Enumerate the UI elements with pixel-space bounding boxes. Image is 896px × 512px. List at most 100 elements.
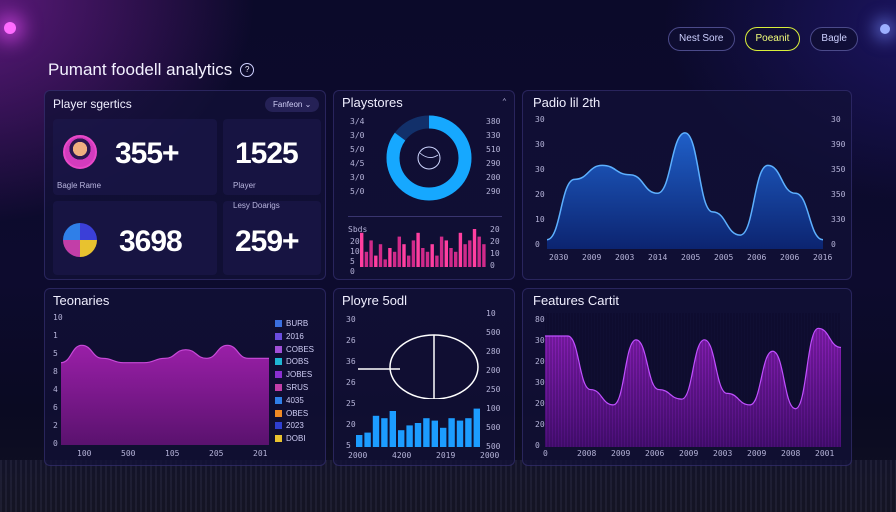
y-tick: 3/0 bbox=[350, 131, 365, 140]
y-tick: 10 bbox=[535, 215, 545, 224]
bar bbox=[456, 420, 464, 447]
y-tick: 30 bbox=[535, 336, 545, 345]
y-tick: 20 bbox=[535, 420, 545, 429]
legend-swatch bbox=[275, 422, 282, 430]
y-tick: 20 bbox=[535, 190, 545, 199]
y-tick: 30 bbox=[535, 115, 545, 124]
help-icon[interactable]: ? bbox=[240, 63, 255, 77]
stat-caption: Player bbox=[233, 181, 256, 190]
y-tick: 2 bbox=[53, 421, 58, 430]
y-tick: 20 bbox=[490, 237, 500, 246]
area-chart bbox=[547, 132, 823, 249]
bar bbox=[472, 229, 477, 267]
legend-item[interactable]: 2023 bbox=[275, 421, 304, 430]
nav-button-poeanit[interactable]: Poeanit bbox=[744, 27, 801, 51]
bar bbox=[398, 430, 405, 447]
filter-dropdown[interactable]: Fanfeon ⌄ bbox=[265, 97, 320, 112]
y-tick: 5 bbox=[346, 441, 351, 450]
stat-card[interactable]: 3698 bbox=[53, 201, 217, 275]
x-tick: 2006 bbox=[645, 449, 665, 458]
panel-title: Features Cartit bbox=[533, 293, 619, 308]
panel-divider bbox=[348, 216, 502, 217]
legend-item[interactable]: DOBI bbox=[275, 434, 306, 443]
y-tick: 10 bbox=[350, 247, 360, 256]
legend-swatch bbox=[275, 396, 282, 404]
stat-value: 1525 bbox=[235, 137, 299, 170]
y-tick: 10 bbox=[53, 313, 63, 322]
nav-button-nest-sore[interactable]: Nest Sore bbox=[668, 27, 735, 51]
legend-label: COBES bbox=[286, 344, 315, 354]
bar bbox=[465, 418, 472, 447]
y-tick: 5 bbox=[350, 257, 355, 266]
stat-card[interactable]: 355+ Bagle Rame bbox=[53, 119, 217, 195]
legend-label: OBES bbox=[286, 408, 309, 418]
x-tick: 2001 bbox=[815, 449, 835, 458]
x-tick: 2006 bbox=[747, 253, 767, 262]
bar bbox=[383, 259, 387, 267]
y-tick: 0 bbox=[490, 261, 495, 270]
background-floor bbox=[0, 460, 896, 512]
bar bbox=[392, 251, 397, 267]
x-tick: 2019 bbox=[436, 451, 456, 460]
bar bbox=[444, 240, 448, 267]
y-tick: 1 bbox=[53, 331, 58, 340]
nav-button-bagle[interactable]: Bagle bbox=[810, 27, 858, 51]
teonaries-panel: Teonaries 10 1 5 8 4 6 2 0 100 500 105 205 201 BURB… bbox=[44, 288, 326, 466]
y-tick: 30 bbox=[831, 115, 841, 124]
y-tick: 6 bbox=[53, 403, 58, 412]
y-tick: 330 bbox=[831, 215, 846, 224]
y-tick: 350 bbox=[831, 165, 846, 174]
bar bbox=[388, 248, 392, 267]
ball-icon bbox=[417, 146, 441, 170]
legend-item[interactable]: 4035 bbox=[275, 396, 304, 405]
y-tick: 0 bbox=[350, 267, 355, 276]
x-tick: 2005 bbox=[681, 253, 701, 262]
x-tick: 2009 bbox=[747, 449, 767, 458]
x-tick: 2009 bbox=[611, 449, 631, 458]
legend-item[interactable]: BURB bbox=[275, 319, 308, 328]
y-tick: 3/4 bbox=[350, 117, 365, 126]
bar bbox=[406, 425, 413, 447]
stat-value: 3698 bbox=[119, 225, 183, 258]
top-nav: Nest Sore Poeanit Bagle bbox=[668, 27, 858, 51]
legend-item[interactable]: COBES bbox=[275, 345, 314, 354]
x-tick: 2009 bbox=[679, 449, 699, 458]
legend-label: JOBES bbox=[286, 370, 313, 380]
y-tick: 3/0 bbox=[350, 173, 365, 182]
y-tick: 36 bbox=[346, 357, 356, 366]
stat-card[interactable]: 1525 Player bbox=[223, 119, 321, 195]
x-tick: 2030 bbox=[549, 253, 569, 262]
stat-card[interactable]: Lesy Doarigs 259+ bbox=[223, 201, 321, 275]
legend-swatch bbox=[275, 409, 282, 417]
legend-label: DOBI bbox=[286, 434, 306, 444]
area-line bbox=[547, 132, 823, 241]
legend-item[interactable]: SRUS bbox=[275, 383, 308, 392]
y-tick: 200 bbox=[486, 366, 501, 375]
field-diagram bbox=[358, 334, 479, 399]
bar bbox=[440, 427, 447, 447]
app-title-text: Pumant foodell analytics bbox=[48, 60, 233, 79]
y-tick: 25 bbox=[346, 399, 356, 408]
bar bbox=[364, 432, 371, 447]
y-tick: 10 bbox=[490, 249, 500, 258]
y-tick: 30 bbox=[346, 315, 356, 324]
bar bbox=[378, 244, 383, 267]
y-tick: 250 bbox=[486, 385, 501, 394]
legend-item[interactable]: JOBES bbox=[275, 370, 312, 379]
y-tick: 380 bbox=[486, 117, 501, 126]
legend-item[interactable]: 2016 bbox=[275, 332, 304, 341]
y-tick: 280 bbox=[486, 347, 501, 356]
x-tick: 0 bbox=[543, 449, 548, 458]
bar bbox=[421, 248, 425, 267]
chevron-up-icon[interactable]: ⌃ bbox=[502, 97, 507, 106]
stat-caption: Lesy Doarigs bbox=[233, 201, 280, 210]
legend-item[interactable]: DOBS bbox=[275, 357, 309, 366]
y-tick: 30 bbox=[535, 378, 545, 387]
y-tick: 4 bbox=[53, 385, 58, 394]
features-panel: Features Cartit 80 30 20 30 20 20 0 0 2008 2009 2… bbox=[522, 288, 852, 466]
y-tick: 290 bbox=[486, 187, 501, 196]
bar bbox=[364, 251, 369, 267]
bar bbox=[423, 418, 430, 447]
bar bbox=[414, 423, 422, 447]
legend-item[interactable]: OBES bbox=[275, 409, 308, 418]
